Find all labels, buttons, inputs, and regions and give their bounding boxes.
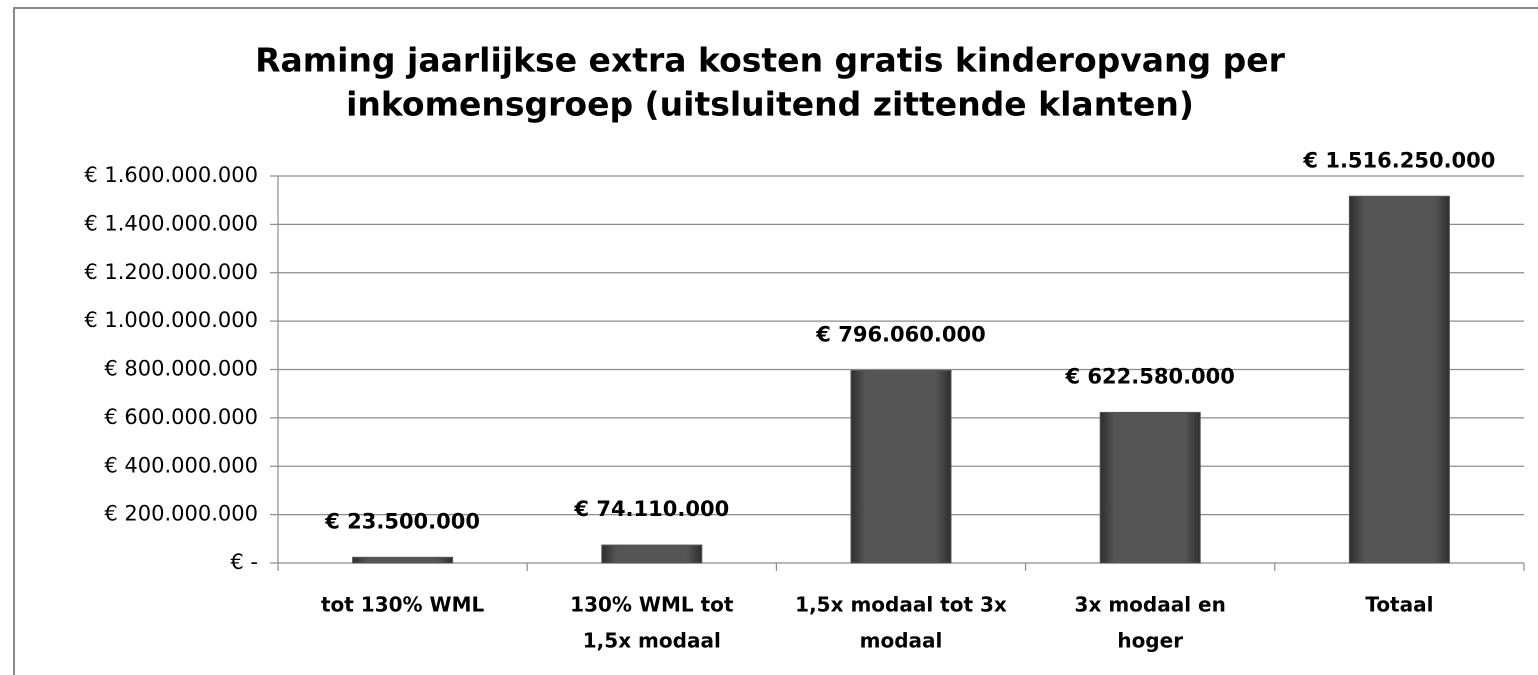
- x-tick-label: 1,5x modaal: [583, 629, 721, 653]
- bar: [352, 556, 454, 564]
- value-label: € 622.580.000: [1065, 364, 1235, 388]
- value-label: € 796.060.000: [815, 322, 985, 346]
- chart-title: Raming jaarlijkse extra kosten gratis ki…: [255, 41, 1286, 80]
- bar: [850, 369, 952, 564]
- y-tick-label: € -: [230, 550, 258, 574]
- x-tick-label: 3x modaal en: [1075, 593, 1226, 617]
- y-tick-label: € 1.400.000.000: [84, 211, 258, 235]
- bar: [1348, 195, 1450, 564]
- value-label: € 1.516.250.000: [1302, 148, 1495, 172]
- x-tick-label: tot 130% WML: [321, 593, 485, 617]
- y-tick-label: € 1.000.000.000: [84, 308, 258, 332]
- x-tick-label: 130% WML tot: [570, 593, 734, 617]
- x-tick-label: 1,5x modaal tot 3x: [795, 593, 1007, 617]
- bar: [601, 544, 703, 564]
- bar: [1099, 411, 1201, 564]
- value-label: € 74.110.000: [573, 497, 729, 521]
- x-tick-label: Totaal: [1365, 593, 1433, 617]
- y-tick-label: € 600.000.000: [104, 405, 258, 429]
- y-tick-label: € 200.000.000: [104, 502, 258, 526]
- y-tick-label: € 1.600.000.000: [84, 163, 258, 187]
- y-tick-label: € 800.000.000: [104, 357, 258, 381]
- y-tick-label: € 1.200.000.000: [84, 260, 258, 284]
- y-tick-label: € 400.000.000: [104, 453, 258, 477]
- x-tick-label: modaal: [860, 629, 943, 653]
- value-label: € 23.500.000: [324, 509, 480, 533]
- chart-title: inkomensgroep (uitsluitend zittende klan…: [346, 85, 1194, 124]
- x-tick-label: hoger: [1117, 629, 1183, 653]
